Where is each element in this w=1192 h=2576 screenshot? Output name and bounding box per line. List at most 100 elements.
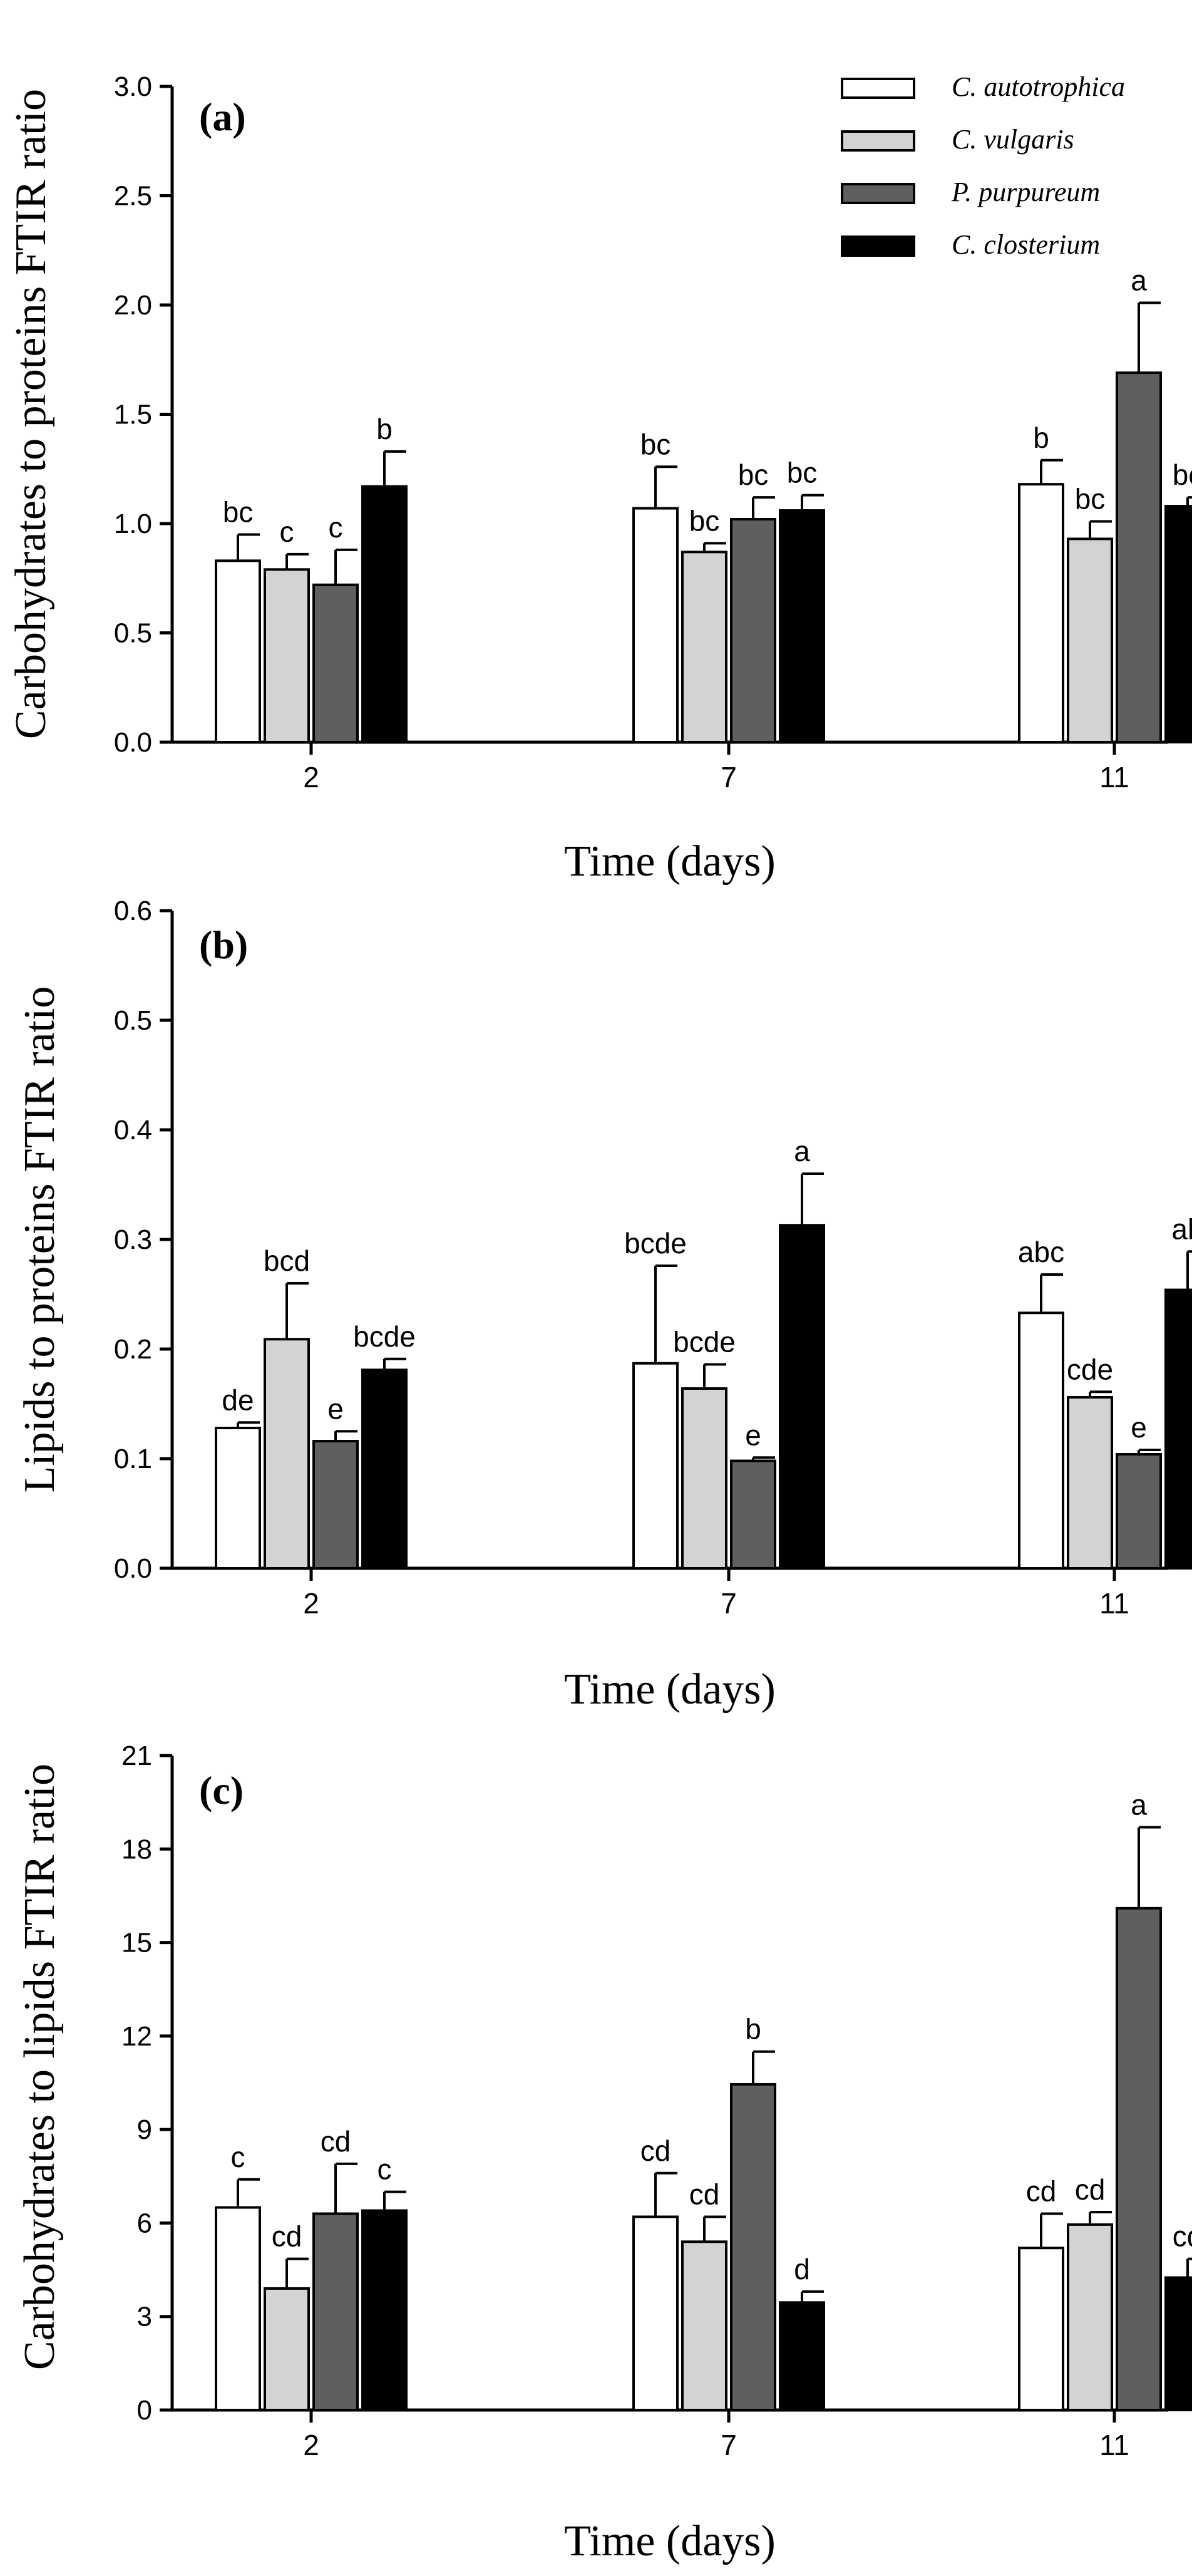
significance-letter: b [745, 2013, 761, 2046]
y-tick-label: 3.0 [114, 71, 152, 102]
x-ticks: 2 7 11 [303, 1568, 1129, 1620]
significance-letter: bcd [264, 1244, 310, 1277]
significance-letter: b [1033, 422, 1049, 454]
significance-letter: bcde [673, 1326, 736, 1358]
x-tick-label: 2 [303, 1587, 319, 1620]
panel-a: (a) Carbohydrates to proteins FTIR ratio… [7, 71, 1192, 886]
bar [1018, 483, 1064, 743]
legend-swatch [841, 183, 915, 204]
y-axis-title: Carbohydrates to lipids FTIR ratio [16, 1764, 64, 2370]
y-tick-label: 18 [121, 1834, 152, 1865]
x-axis-title: Time (days) [564, 2517, 776, 2565]
x-tick-label: 11 [1099, 761, 1129, 794]
panel-label: (b) [199, 923, 248, 967]
bar [361, 1368, 408, 1570]
significance-letter: de [222, 1384, 254, 1416]
panel-b: (b) Lipids to proteins FTIR ratio Time (… [16, 896, 1192, 1714]
significance-letter: a [794, 1135, 810, 1167]
bar [361, 485, 408, 743]
bar [681, 551, 727, 743]
y-tick-label: 1.5 [114, 400, 152, 430]
y-tick-label: 1.0 [114, 509, 152, 539]
bars [215, 1172, 1192, 1570]
significance-letter: cde [1067, 1353, 1113, 1385]
significance-letter: cd [689, 2178, 720, 2210]
bar [1067, 2223, 1113, 2412]
bar [730, 2082, 776, 2411]
legend-label: C. closterium [952, 229, 1100, 260]
y-tick-label: 0.5 [114, 618, 152, 649]
significance-letter: cd [1026, 2175, 1057, 2208]
legend-entry: C. autotrophica [841, 71, 1125, 102]
legend-label: P. purpureum [951, 177, 1100, 207]
bar [215, 1427, 261, 1570]
bar [312, 583, 359, 743]
bar [1164, 505, 1192, 744]
significance-letter: a [1131, 264, 1147, 297]
significance-letter: c [231, 2141, 245, 2173]
panel-label: (a) [199, 95, 246, 139]
significance-letter: bc [787, 457, 818, 489]
significance-letter: bcde [624, 1227, 687, 1260]
y-tick-label: 21 [121, 1741, 152, 1771]
bar [264, 1338, 310, 1570]
significance-letter: e [745, 1419, 761, 1451]
significance-letter: d [794, 2253, 810, 2285]
significance-letter: c [378, 2153, 392, 2186]
bar [632, 507, 679, 743]
significance-letter: bcde [353, 1320, 416, 1353]
significance-letter: bc [640, 428, 671, 460]
x-ticks: 2 7 11 [303, 742, 1129, 794]
significance-letter: a [1131, 1788, 1147, 1821]
significance-letter: cd [640, 2134, 671, 2167]
y-axis-title: Carbohydrates to proteins FTIR ratio [7, 89, 55, 739]
legend-entry: C. vulgaris [841, 124, 1074, 155]
y-tick-label: 0.2 [114, 1334, 152, 1365]
bar [632, 1362, 679, 1570]
bar [312, 2212, 359, 2411]
significance-letter: bc [223, 495, 254, 528]
legend-swatch [841, 235, 915, 257]
bar [264, 2287, 310, 2411]
x-tick-label: 7 [721, 761, 737, 794]
significance-letter: bc [738, 458, 769, 491]
y-tick-label: 6 [137, 2208, 152, 2238]
y-tick-label: 0.0 [114, 727, 152, 758]
significance-letter: e [1131, 1411, 1147, 1444]
x-tick-label: 7 [721, 1587, 737, 1620]
x-tick-label: 11 [1099, 2429, 1129, 2461]
bar [730, 518, 776, 744]
significance-letter: e [327, 1392, 344, 1425]
bars [215, 301, 1192, 744]
bar [361, 2209, 408, 2412]
significance-letter: bc [1075, 483, 1106, 515]
x-tick-label: 2 [303, 761, 319, 794]
y-tick-label: 0.0 [114, 1553, 152, 1584]
bar [215, 2206, 261, 2411]
significance-letter: c [280, 515, 294, 548]
bar [1116, 371, 1162, 743]
significance-letter: cd [272, 2220, 302, 2253]
x-tick-label: 11 [1099, 1587, 1129, 1620]
y-tick-label: 15 [121, 1928, 152, 1958]
y-tick-label: 0.1 [114, 1444, 152, 1474]
bar [1164, 1288, 1192, 1570]
bar [779, 509, 825, 743]
x-tick-label: 7 [721, 2429, 737, 2461]
y-tick-label: 0.4 [114, 1115, 152, 1146]
significance-letter: b [376, 413, 393, 445]
bar [730, 1459, 776, 1570]
significance-letter: ab [1171, 1213, 1192, 1245]
bar [1067, 537, 1113, 743]
y-ticks: 0.0 0.1 0.2 0.3 0.4 0.5 0.6 [114, 896, 172, 1584]
y-tick-label: 12 [121, 2021, 152, 2052]
legend-entry: C. closterium [841, 229, 1100, 260]
bar [1116, 1453, 1162, 1570]
legend-label: C. vulgaris [952, 124, 1074, 155]
y-tick-label: 2.0 [114, 290, 152, 321]
bar [779, 2301, 825, 2412]
panel-label: (c) [199, 1768, 244, 1813]
significance-letters: debcdeabcbcdbcdecdeeeebcdeaab [222, 1135, 1192, 1451]
bar [1164, 2276, 1192, 2412]
